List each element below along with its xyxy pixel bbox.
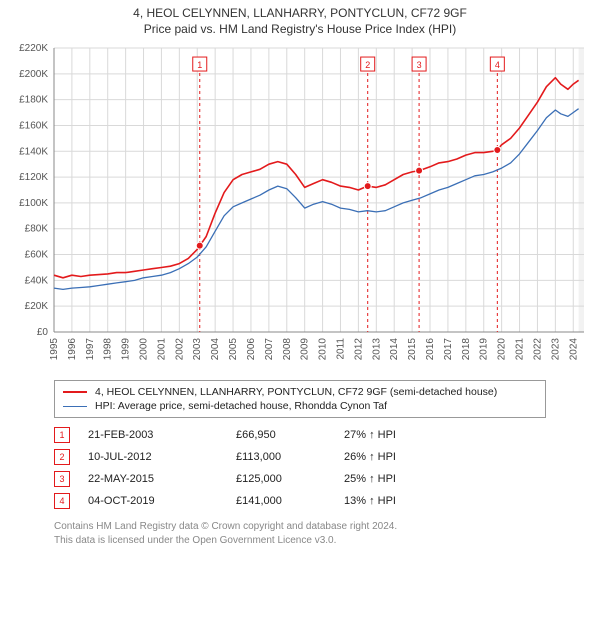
sale-price: £141,000	[236, 495, 326, 507]
svg-text:2006: 2006	[246, 338, 257, 361]
svg-text:1999: 1999	[121, 338, 132, 361]
svg-text:£0: £0	[37, 327, 49, 338]
svg-text:1996: 1996	[67, 338, 78, 361]
sale-price: £113,000	[236, 451, 326, 463]
svg-text:2011: 2011	[335, 338, 346, 360]
svg-text:1998: 1998	[103, 338, 114, 361]
attribution-line: This data is licensed under the Open Gov…	[54, 534, 546, 548]
svg-text:£120K: £120K	[19, 172, 48, 183]
legend-swatch	[63, 391, 87, 393]
svg-text:2: 2	[365, 60, 370, 70]
svg-text:£60K: £60K	[25, 250, 49, 261]
svg-text:1997: 1997	[85, 338, 96, 361]
svg-text:£220K: £220K	[19, 43, 48, 54]
svg-text:2008: 2008	[282, 338, 293, 361]
svg-text:£200K: £200K	[19, 69, 48, 80]
sales-row: 1 21-FEB-2003 £66,950 27% ↑ HPI	[54, 424, 546, 446]
sale-price: £66,950	[236, 429, 326, 441]
svg-text:£80K: £80K	[25, 224, 49, 235]
svg-text:2018: 2018	[461, 338, 472, 361]
svg-text:1995: 1995	[49, 338, 60, 361]
svg-text:£20K: £20K	[25, 301, 49, 312]
svg-text:£100K: £100K	[19, 198, 48, 209]
legend: 4, HEOL CELYNNEN, LLANHARRY, PONTYCLUN, …	[54, 380, 546, 418]
svg-text:2007: 2007	[264, 338, 275, 361]
sales-row: 3 22-MAY-2015 £125,000 25% ↑ HPI	[54, 468, 546, 490]
sale-marker-icon: 4	[54, 493, 70, 509]
svg-text:2020: 2020	[497, 338, 508, 361]
chart-title-address: 4, HEOL CELYNNEN, LLANHARRY, PONTYCLUN, …	[10, 6, 590, 20]
svg-text:2010: 2010	[318, 338, 329, 361]
sale-marker-icon: 3	[54, 471, 70, 487]
svg-text:2004: 2004	[210, 338, 221, 361]
legend-label: HPI: Average price, semi-detached house,…	[95, 400, 387, 412]
attribution: Contains HM Land Registry data © Crown c…	[54, 520, 546, 547]
svg-text:2000: 2000	[139, 338, 150, 361]
sales-row: 4 04-OCT-2019 £141,000 13% ↑ HPI	[54, 490, 546, 512]
svg-text:4: 4	[495, 60, 500, 70]
svg-text:2003: 2003	[192, 338, 203, 361]
svg-text:2022: 2022	[532, 338, 543, 361]
svg-text:3: 3	[417, 60, 422, 70]
svg-text:2015: 2015	[407, 338, 418, 361]
sale-vs-hpi: 26% ↑ HPI	[344, 451, 464, 463]
sale-date: 21-FEB-2003	[88, 429, 218, 441]
svg-text:2009: 2009	[300, 338, 311, 361]
svg-text:£160K: £160K	[19, 120, 48, 131]
svg-text:2005: 2005	[228, 338, 239, 361]
svg-text:2023: 2023	[550, 338, 561, 361]
svg-text:£180K: £180K	[19, 95, 48, 106]
sale-date: 22-MAY-2015	[88, 473, 218, 485]
svg-text:2019: 2019	[479, 338, 490, 361]
svg-text:2024: 2024	[568, 338, 579, 361]
svg-text:2002: 2002	[174, 338, 185, 361]
sale-vs-hpi: 13% ↑ HPI	[344, 495, 464, 507]
attribution-line: Contains HM Land Registry data © Crown c…	[54, 520, 546, 534]
sale-vs-hpi: 25% ↑ HPI	[344, 473, 464, 485]
svg-text:2021: 2021	[515, 338, 526, 361]
legend-item: HPI: Average price, semi-detached house,…	[63, 399, 537, 413]
sale-price: £125,000	[236, 473, 326, 485]
legend-item: 4, HEOL CELYNNEN, LLANHARRY, PONTYCLUN, …	[63, 385, 537, 399]
svg-text:2017: 2017	[443, 338, 454, 361]
sales-row: 2 10-JUL-2012 £113,000 26% ↑ HPI	[54, 446, 546, 468]
sale-marker-icon: 1	[54, 427, 70, 443]
sale-marker-icon: 2	[54, 449, 70, 465]
svg-text:£140K: £140K	[19, 146, 48, 157]
price-chart: £0 £20K £40K £60K £80K £100K £120K £140K £160K £1…	[10, 42, 590, 372]
sale-date: 04-OCT-2019	[88, 495, 218, 507]
svg-text:2013: 2013	[371, 338, 382, 361]
svg-text:2001: 2001	[156, 338, 167, 361]
svg-text:2016: 2016	[425, 338, 436, 361]
sales-table: 1 21-FEB-2003 £66,950 27% ↑ HPI 2 10-JUL-2012…	[54, 424, 546, 512]
svg-text:1: 1	[197, 60, 202, 70]
svg-text:£40K: £40K	[25, 275, 49, 286]
svg-text:2014: 2014	[389, 338, 400, 361]
sale-date: 10-JUL-2012	[88, 451, 218, 463]
sale-vs-hpi: 27% ↑ HPI	[344, 429, 464, 441]
svg-text:2012: 2012	[353, 338, 364, 361]
chart-subtitle: Price paid vs. HM Land Registry's House …	[10, 22, 590, 36]
legend-swatch	[63, 406, 87, 407]
legend-label: 4, HEOL CELYNNEN, LLANHARRY, PONTYCLUN, …	[95, 386, 497, 398]
